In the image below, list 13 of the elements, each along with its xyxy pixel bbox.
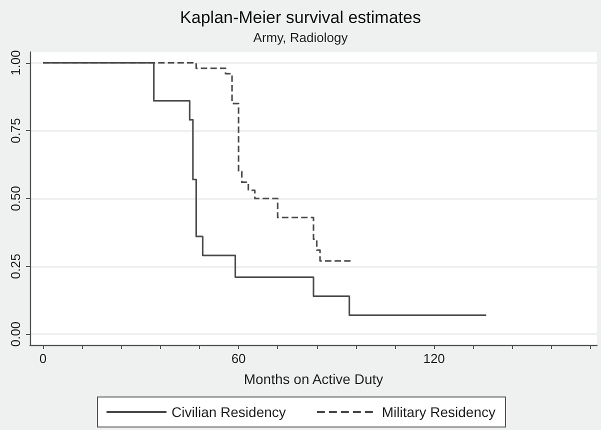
chart-subtitle: Army, Radiology (253, 30, 348, 45)
x-tick-label: 0 (39, 351, 47, 366)
y-tick-label: 0.75 (8, 118, 23, 144)
legend-label: Military Residency (382, 404, 496, 420)
chart-title: Kaplan-Meier survival estimates (180, 8, 421, 27)
y-tick-label: 0.00 (8, 321, 23, 347)
x-tick-label: 60 (231, 351, 246, 366)
y-tick-label: 0.25 (8, 254, 23, 279)
y-tick-label: 0.50 (8, 186, 23, 212)
x-tick-label: 120 (423, 351, 445, 366)
y-tick-label: 1.00 (8, 50, 23, 76)
x-axis-title: Months on Active Duty (244, 371, 384, 387)
legend-label: Civilian Residency (172, 404, 286, 420)
